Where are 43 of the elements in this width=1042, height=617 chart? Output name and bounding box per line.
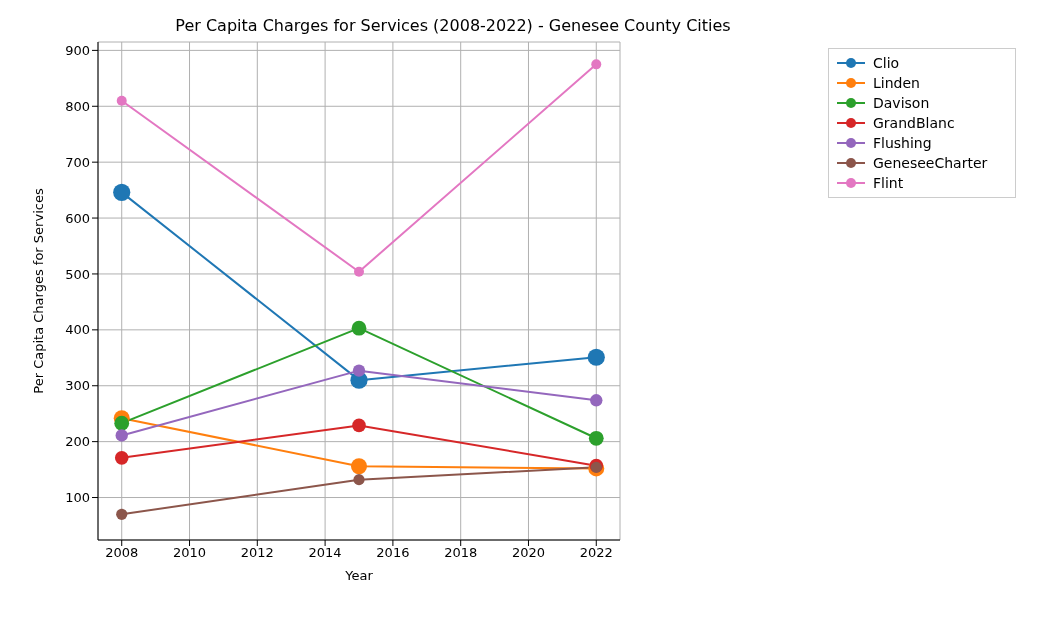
point (588, 430, 604, 446)
point (352, 418, 366, 433)
x-tick-label: 2016 (376, 545, 410, 561)
point (351, 458, 367, 475)
x-tick-label: 2012 (240, 545, 274, 561)
y-tick-label: 500 (65, 266, 90, 282)
legend-label: Flushing (873, 135, 932, 151)
point (114, 415, 130, 431)
point (353, 474, 365, 486)
y-tick-label: 400 (65, 322, 90, 338)
legend-label: Linden (873, 75, 920, 91)
point (116, 508, 128, 520)
y-axis-title: Per Capita Charges for Services (30, 188, 46, 394)
legend-label: Clio (873, 55, 900, 71)
y-tick-label: 900 (65, 43, 90, 58)
x-tick-label: 2014 (308, 545, 342, 561)
point (354, 266, 364, 277)
point (352, 364, 366, 377)
x-tick-label: 2020 (511, 545, 546, 561)
chart-title: Per Capita Charges for Services (2008-2022) - Genesee County Cities (174, 16, 732, 35)
x-tick-label: 2022 (579, 545, 613, 561)
y-tick-label: 700 (65, 154, 90, 170)
y-tick-label: 200 (65, 434, 90, 450)
point (591, 59, 602, 70)
x-axis-title: Year (344, 568, 374, 583)
y-tick-label: 100 (65, 490, 90, 506)
x-tick-label: 2010 (172, 545, 207, 561)
point (114, 451, 129, 465)
point (351, 320, 367, 336)
point (116, 95, 127, 106)
y-tick-label: 600 (65, 210, 90, 226)
legend-label: GeneseeCharter (873, 155, 988, 171)
point (590, 394, 603, 407)
point (113, 183, 131, 201)
y-tick-label: 800 (65, 98, 90, 114)
point (115, 429, 128, 442)
x-tick-label: 2018 (444, 545, 478, 561)
point (587, 348, 605, 366)
y-tick-label: 300 (65, 378, 90, 394)
legend-label: Flint (873, 175, 904, 191)
x-tick-label: 2008 (105, 545, 139, 561)
legend-label: Davison (873, 95, 930, 111)
legend-label: GrandBlanc (873, 115, 955, 131)
